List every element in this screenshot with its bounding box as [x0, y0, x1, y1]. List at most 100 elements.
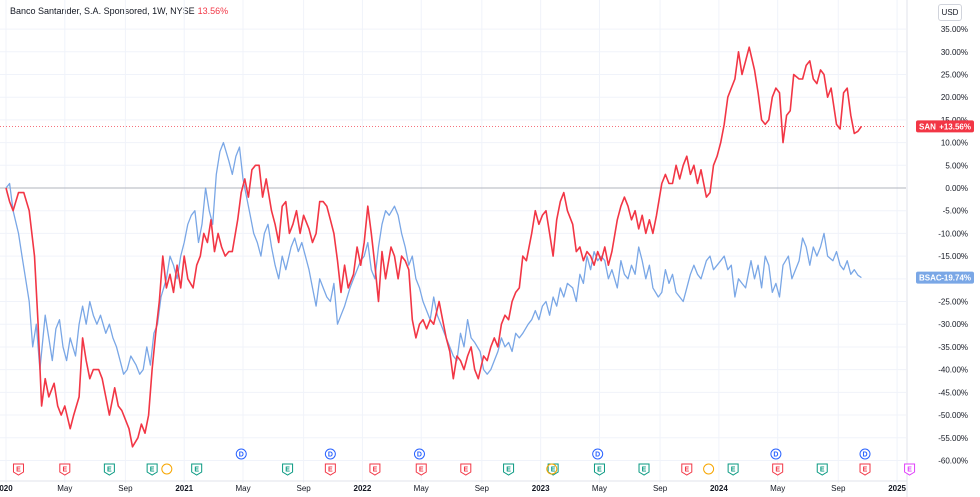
dividend-marker-label[interactable]: D — [328, 452, 333, 459]
dividend-marker[interactable]: D — [413, 448, 425, 460]
earnings-marker-label[interactable]: E — [551, 467, 556, 474]
earnings-marker-label[interactable]: E — [16, 467, 21, 474]
dividend-marker-shape[interactable] — [324, 448, 336, 460]
earnings-marker-shape[interactable] — [593, 463, 605, 476]
y-tick-label: 0.00% — [945, 184, 968, 193]
earnings-marker-label[interactable]: E — [775, 467, 780, 474]
x-tick-label: Sep — [653, 484, 668, 493]
earnings-marker-label[interactable]: E — [597, 467, 602, 474]
dividend-marker[interactable]: D — [235, 448, 247, 460]
earnings-marker-shape[interactable] — [638, 463, 650, 476]
y-tick-label: -10.00% — [938, 229, 968, 238]
earnings-marker-label[interactable]: E — [642, 467, 647, 474]
dividend-marker-shape[interactable] — [235, 448, 247, 460]
dividend-marker[interactable]: D — [592, 448, 604, 460]
earnings-marker-shape[interactable] — [904, 463, 916, 476]
split-marker[interactable] — [161, 463, 173, 475]
earnings-marker-label[interactable]: E — [907, 467, 912, 474]
earnings-marker-shape[interactable] — [816, 463, 828, 476]
dividend-marker-label[interactable]: D — [239, 452, 244, 459]
earnings-marker[interactable]: E — [593, 463, 605, 476]
split-marker[interactable] — [703, 463, 715, 475]
earnings-marker[interactable]: E — [904, 463, 916, 476]
earnings-marker-shape[interactable] — [59, 463, 71, 476]
currency-button[interactable]: USD — [938, 4, 962, 21]
earnings-marker-shape[interactable] — [772, 463, 784, 476]
earnings-marker-label[interactable]: E — [419, 467, 424, 474]
earnings-marker-shape[interactable] — [12, 463, 24, 476]
series-lines — [0, 46, 906, 448]
earnings-marker-label[interactable]: E — [373, 467, 378, 474]
earnings-marker-shape[interactable] — [727, 463, 739, 476]
earnings-marker[interactable]: E — [103, 463, 115, 476]
earnings-marker-label[interactable]: E — [194, 467, 199, 474]
earnings-marker-label[interactable]: E — [463, 467, 468, 474]
earnings-marker[interactable]: E — [681, 463, 693, 476]
dividend-marker-shape[interactable] — [413, 448, 425, 460]
earnings-marker[interactable]: E — [282, 463, 294, 476]
dividend-marker-shape[interactable] — [770, 448, 782, 460]
earnings-marker[interactable]: E — [772, 463, 784, 476]
earnings-marker[interactable]: E — [324, 463, 336, 476]
earnings-marker[interactable]: E — [415, 463, 427, 476]
earnings-marker-shape[interactable] — [282, 463, 294, 476]
earnings-marker-shape[interactable] — [503, 463, 515, 476]
earnings-marker-label[interactable]: E — [863, 467, 868, 474]
earnings-marker-label[interactable]: E — [328, 467, 333, 474]
price-tag-value: +13.56% — [939, 122, 971, 131]
earnings-marker-shape[interactable] — [191, 463, 203, 476]
earnings-marker[interactable]: E — [727, 463, 739, 476]
earnings-marker-shape[interactable] — [859, 463, 871, 476]
dividend-marker-label[interactable]: D — [862, 452, 867, 459]
earnings-marker-shape[interactable] — [103, 463, 115, 476]
earnings-marker[interactable]: E — [12, 463, 24, 476]
earnings-marker-label[interactable]: E — [150, 467, 155, 474]
earnings-marker-shape[interactable] — [681, 463, 693, 476]
y-tick-label: -25.00% — [938, 298, 968, 307]
dividend-marker[interactable]: D — [324, 448, 336, 460]
earnings-marker[interactable]: E — [503, 463, 515, 476]
dividend-marker-shape[interactable] — [859, 448, 871, 460]
earnings-marker-shape[interactable] — [146, 463, 158, 476]
x-tick-label: Sep — [118, 484, 133, 493]
y-tick-label: 30.00% — [941, 48, 968, 57]
y-tick-label: 5.00% — [945, 161, 968, 170]
y-tick-label: 20.00% — [941, 93, 968, 102]
earnings-marker[interactable]: E — [460, 463, 472, 476]
earnings-marker-label[interactable]: E — [285, 467, 290, 474]
y-tick-label: 25.00% — [941, 70, 968, 79]
earnings-marker[interactable]: E — [59, 463, 71, 476]
earnings-marker-shape[interactable] — [415, 463, 427, 476]
dividend-marker[interactable]: D — [770, 448, 782, 460]
dividend-marker-label[interactable]: D — [773, 452, 778, 459]
earnings-marker-shape[interactable] — [369, 463, 381, 476]
x-tick-label: 2025 — [888, 484, 906, 493]
earnings-marker[interactable]: E — [816, 463, 828, 476]
earnings-marker[interactable]: E — [859, 463, 871, 476]
dividend-marker-label[interactable]: D — [595, 452, 600, 459]
earnings-marker-label[interactable]: E — [506, 467, 511, 474]
earnings-marker[interactable]: E — [369, 463, 381, 476]
earnings-marker-label[interactable]: E — [62, 467, 67, 474]
split-marker[interactable] — [546, 463, 558, 475]
earnings-marker[interactable]: E — [191, 463, 203, 476]
x-tick-label: 2024 — [710, 484, 728, 493]
dividend-marker-label[interactable]: D — [417, 452, 422, 459]
y-tick-label: 15.00% — [941, 116, 968, 125]
x-tick-label: 2023 — [532, 484, 550, 493]
earnings-marker-label[interactable]: E — [731, 467, 736, 474]
y-tick-label: -35.00% — [938, 343, 968, 352]
earnings-marker-shape[interactable] — [324, 463, 336, 476]
y-tick-label: -50.00% — [938, 411, 968, 420]
price-tag-bsac: BSAC -19.74% — [916, 271, 974, 284]
earnings-marker[interactable]: E — [146, 463, 158, 476]
earnings-marker-shape[interactable] — [460, 463, 472, 476]
dividend-marker-shape[interactable] — [592, 448, 604, 460]
earnings-marker-label[interactable]: E — [684, 467, 689, 474]
earnings-marker-label[interactable]: E — [107, 467, 112, 474]
dividend-marker[interactable]: D — [859, 448, 871, 460]
earnings-marker[interactable]: E — [638, 463, 650, 476]
event-markers[interactable]: E E E E E E E E E E E E E E E E E E E E D D D D D D — [12, 448, 916, 476]
earnings-marker-label[interactable]: E — [820, 467, 825, 474]
